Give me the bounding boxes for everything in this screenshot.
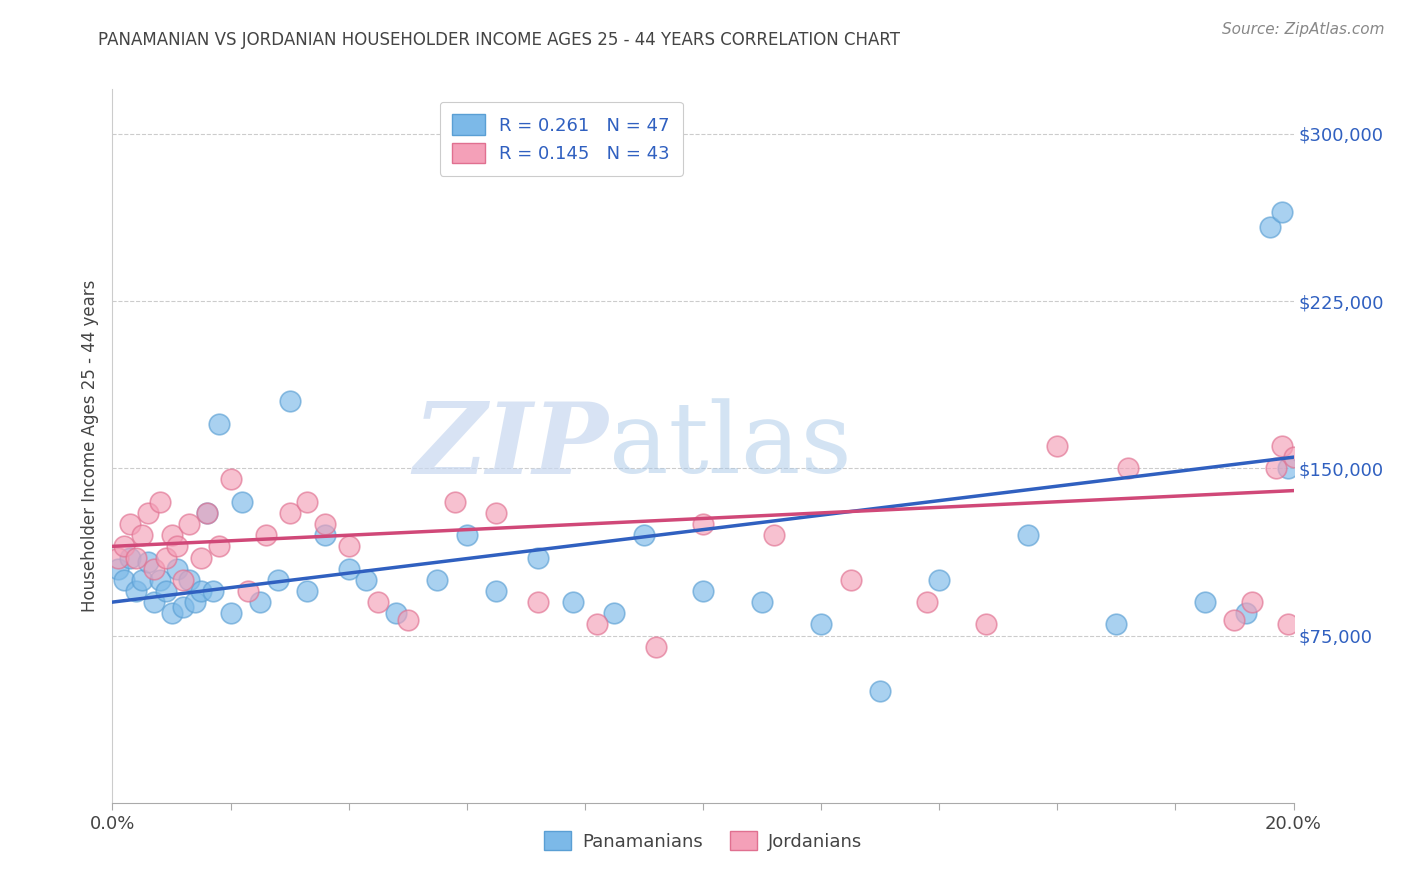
- Point: [219, 472, 242, 486]
- Point: [562, 595, 585, 609]
- Point: [112, 539, 135, 553]
- Point: [928, 573, 950, 587]
- Point: [976, 617, 998, 632]
- Point: [107, 562, 129, 576]
- Point: [249, 595, 271, 609]
- Point: [166, 539, 188, 553]
- Point: [142, 595, 165, 609]
- Point: [179, 516, 201, 531]
- Point: [149, 494, 172, 508]
- Point: [692, 583, 714, 598]
- Point: [633, 528, 655, 542]
- Point: [136, 555, 159, 569]
- Point: [179, 573, 201, 587]
- Point: [142, 562, 165, 576]
- Point: [337, 539, 360, 553]
- Point: [195, 506, 218, 520]
- Point: [314, 516, 336, 531]
- Point: [1105, 617, 1128, 632]
- Point: [1223, 613, 1246, 627]
- Point: [184, 595, 207, 609]
- Point: [839, 573, 862, 587]
- Point: [396, 613, 419, 627]
- Point: [1264, 461, 1286, 475]
- Point: [585, 617, 607, 632]
- Point: [917, 595, 939, 609]
- Point: [1282, 450, 1305, 464]
- Point: [190, 550, 212, 565]
- Point: [485, 583, 508, 598]
- Point: [160, 607, 183, 621]
- Point: [136, 506, 159, 520]
- Point: [112, 573, 135, 587]
- Point: [385, 607, 408, 621]
- Point: [1046, 439, 1069, 453]
- Point: [208, 539, 231, 553]
- Legend: Panamanians, Jordanians: Panamanians, Jordanians: [537, 824, 869, 858]
- Point: [120, 516, 142, 531]
- Point: [526, 550, 548, 565]
- Point: [278, 394, 301, 409]
- Point: [1241, 595, 1264, 609]
- Point: [1258, 220, 1281, 235]
- Point: [1271, 204, 1294, 219]
- Text: atlas: atlas: [609, 398, 851, 494]
- Point: [160, 528, 183, 542]
- Point: [208, 417, 231, 431]
- Point: [426, 573, 449, 587]
- Point: [254, 528, 277, 542]
- Point: [155, 583, 177, 598]
- Point: [692, 516, 714, 531]
- Text: ZIP: ZIP: [413, 398, 609, 494]
- Point: [526, 595, 548, 609]
- Point: [314, 528, 336, 542]
- Point: [762, 528, 785, 542]
- Point: [456, 528, 478, 542]
- Point: [337, 562, 360, 576]
- Point: [107, 550, 129, 565]
- Point: [751, 595, 773, 609]
- Point: [810, 617, 832, 632]
- Point: [644, 640, 666, 654]
- Point: [166, 562, 188, 576]
- Point: [131, 573, 153, 587]
- Point: [367, 595, 389, 609]
- Point: [1116, 461, 1139, 475]
- Point: [190, 583, 212, 598]
- Y-axis label: Householder Income Ages 25 - 44 years: Householder Income Ages 25 - 44 years: [80, 280, 98, 612]
- Point: [195, 506, 218, 520]
- Point: [297, 583, 319, 598]
- Point: [278, 506, 301, 520]
- Point: [131, 528, 153, 542]
- Point: [267, 573, 290, 587]
- Point: [231, 494, 253, 508]
- Point: [1234, 607, 1257, 621]
- Point: [125, 583, 148, 598]
- Point: [149, 573, 172, 587]
- Point: [1271, 439, 1294, 453]
- Point: [1277, 617, 1299, 632]
- Point: [125, 550, 148, 565]
- Text: Source: ZipAtlas.com: Source: ZipAtlas.com: [1222, 22, 1385, 37]
- Point: [444, 494, 467, 508]
- Point: [172, 573, 194, 587]
- Point: [201, 583, 224, 598]
- Point: [238, 583, 260, 598]
- Point: [603, 607, 626, 621]
- Text: PANAMANIAN VS JORDANIAN HOUSEHOLDER INCOME AGES 25 - 44 YEARS CORRELATION CHART: PANAMANIAN VS JORDANIAN HOUSEHOLDER INCO…: [98, 31, 900, 49]
- Point: [219, 607, 242, 621]
- Point: [1277, 461, 1299, 475]
- Point: [155, 550, 177, 565]
- Point: [172, 599, 194, 614]
- Point: [1017, 528, 1039, 542]
- Point: [1194, 595, 1216, 609]
- Point: [869, 684, 891, 698]
- Point: [485, 506, 508, 520]
- Point: [120, 550, 142, 565]
- Point: [356, 573, 378, 587]
- Point: [297, 494, 319, 508]
